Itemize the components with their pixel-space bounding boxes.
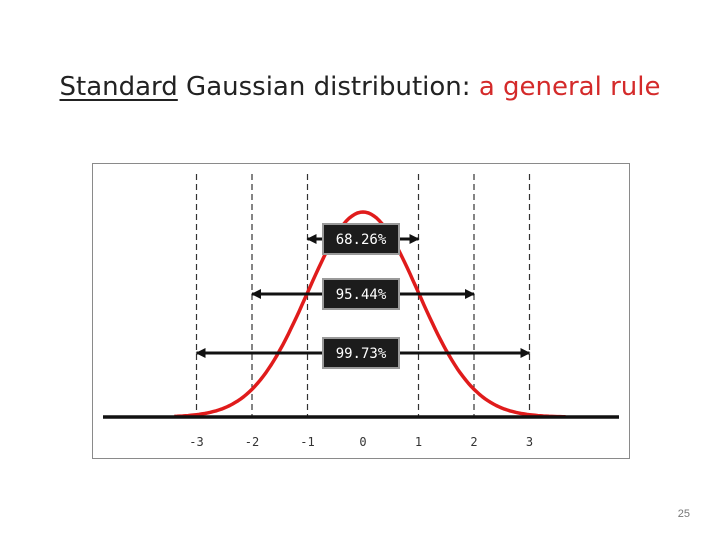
x-tick-label: -3	[189, 435, 203, 449]
x-tick-label: 0	[359, 435, 366, 449]
title-plain-text: Gaussian distribution:	[177, 72, 479, 102]
title-highlight-text: a general rule	[478, 72, 661, 102]
interval-label-9544: 95.44%	[336, 287, 387, 303]
interval-label-box-6826	[322, 223, 400, 255]
x-tick-label: 3	[526, 435, 533, 449]
interval-label-box-9544	[322, 278, 400, 310]
gaussian-figure: 68.26% 95.44% 99.73% -3 -2 -1 0 1 2 3	[92, 163, 630, 459]
interval-label-9973: 99.73%	[336, 346, 387, 362]
x-tick-label: -1	[300, 435, 314, 449]
gaussian-chart: 68.26% 95.44% 99.73% -3 -2 -1 0 1 2 3	[103, 174, 619, 449]
slide-title: Standard Gaussian distribution: a genera…	[0, 72, 720, 102]
interval-label-6826: 68.26%	[336, 232, 387, 248]
interval-label-box-9973	[322, 337, 400, 369]
title-underlined-word: Standard	[59, 72, 178, 102]
x-tick-label: 1	[415, 435, 422, 449]
page-number: 25	[677, 508, 690, 520]
gaussian-curve	[174, 210, 566, 419]
x-tick-label: 2	[470, 435, 477, 449]
x-tick-label: -2	[245, 435, 259, 449]
